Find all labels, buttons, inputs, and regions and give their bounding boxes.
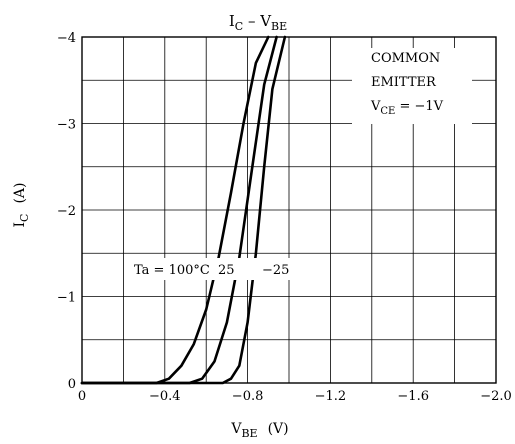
annotation-line-2: EMITTER	[371, 75, 437, 90]
curves	[80, 35, 287, 385]
y-axis-label: IC(A)	[12, 183, 31, 228]
annotation-line-1: COMMON	[371, 51, 440, 66]
y-tick-label: −1	[57, 291, 76, 306]
x-axis-label: VBE (V)	[230, 421, 288, 440]
annotation-background	[352, 48, 472, 124]
y-tick-label: −3	[57, 118, 76, 133]
y-tick-label: 0	[68, 377, 76, 392]
curve-series-1	[80, 35, 270, 385]
x-tick-label: −2.0	[480, 389, 512, 404]
annotation-line-3: VCE = −1V	[370, 99, 444, 117]
y-tick-label: −4	[57, 31, 76, 46]
x-tick-label: −0.4	[149, 389, 181, 404]
x-tick-label: −1.2	[315, 389, 347, 404]
annotation-box: COMMON EMITTER VCE = −1V	[352, 48, 472, 124]
label-minus25c: −25	[262, 263, 289, 278]
series-labels: Ta = 100°C 25 −25	[128, 258, 308, 280]
x-tick-label: 0	[78, 389, 86, 404]
curve-series-2	[80, 35, 278, 385]
chart-title: IC – VBE	[229, 12, 287, 33]
x-tick-labels: 0 −0.4 −0.8 −1.2 −1.6 −2.0	[78, 389, 512, 404]
x-tick-label: −1.6	[397, 389, 429, 404]
x-tick-label: −0.8	[232, 389, 264, 404]
grid-lines	[82, 37, 496, 383]
plot-frame	[81, 36, 497, 384]
label-100c: Ta = 100°C	[134, 263, 210, 278]
label-25c: 25	[218, 263, 235, 278]
curve-series-3	[80, 35, 287, 385]
series-label-background	[128, 258, 308, 280]
y-tick-label: −2	[57, 204, 76, 219]
y-tick-labels: 0 −1 −2 −3 −4	[57, 31, 76, 392]
